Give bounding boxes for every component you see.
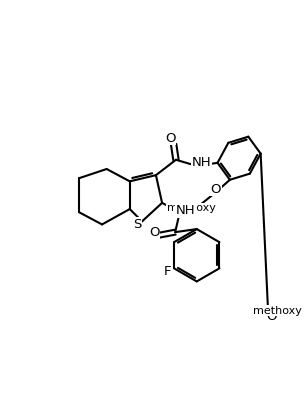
Text: NH: NH bbox=[176, 204, 196, 217]
Text: methoxy: methoxy bbox=[253, 306, 302, 316]
Text: F: F bbox=[164, 265, 172, 278]
Text: S: S bbox=[133, 218, 142, 231]
Text: O: O bbox=[165, 132, 176, 145]
Text: methoxy: methoxy bbox=[167, 203, 216, 213]
Text: O: O bbox=[266, 310, 277, 323]
Text: NH: NH bbox=[192, 156, 211, 169]
Text: O: O bbox=[149, 226, 160, 239]
Text: O: O bbox=[211, 182, 221, 196]
